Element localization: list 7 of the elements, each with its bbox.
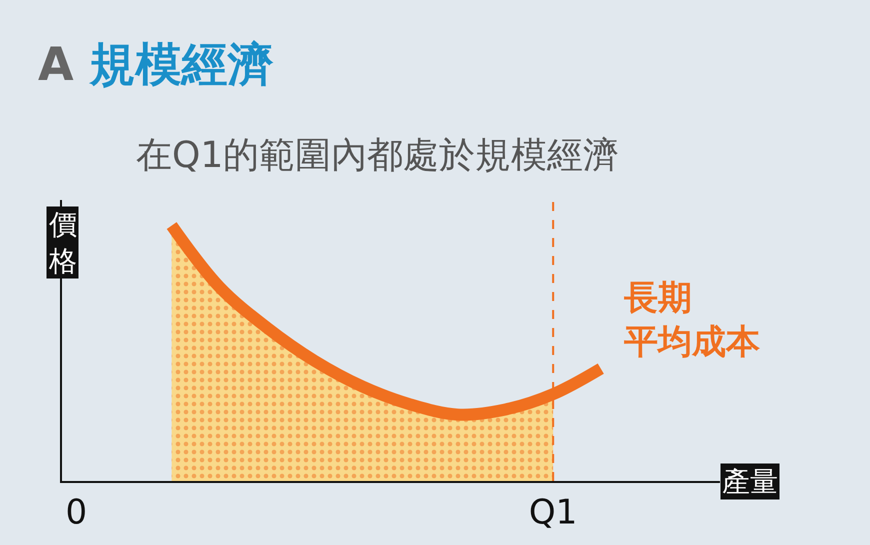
y-axis-title: 價格 xyxy=(48,208,77,278)
x-axis-title: 產量 xyxy=(722,465,778,498)
x-tick-label: 0 xyxy=(65,492,88,533)
chart-subtitle: 在Q1的範圍內都處於規模經濟 xyxy=(136,135,620,176)
x-tick-label: Q1 xyxy=(528,492,578,533)
chart-title: A 規模經濟 xyxy=(38,37,274,91)
series-label: 長期平均成本 xyxy=(623,278,761,362)
